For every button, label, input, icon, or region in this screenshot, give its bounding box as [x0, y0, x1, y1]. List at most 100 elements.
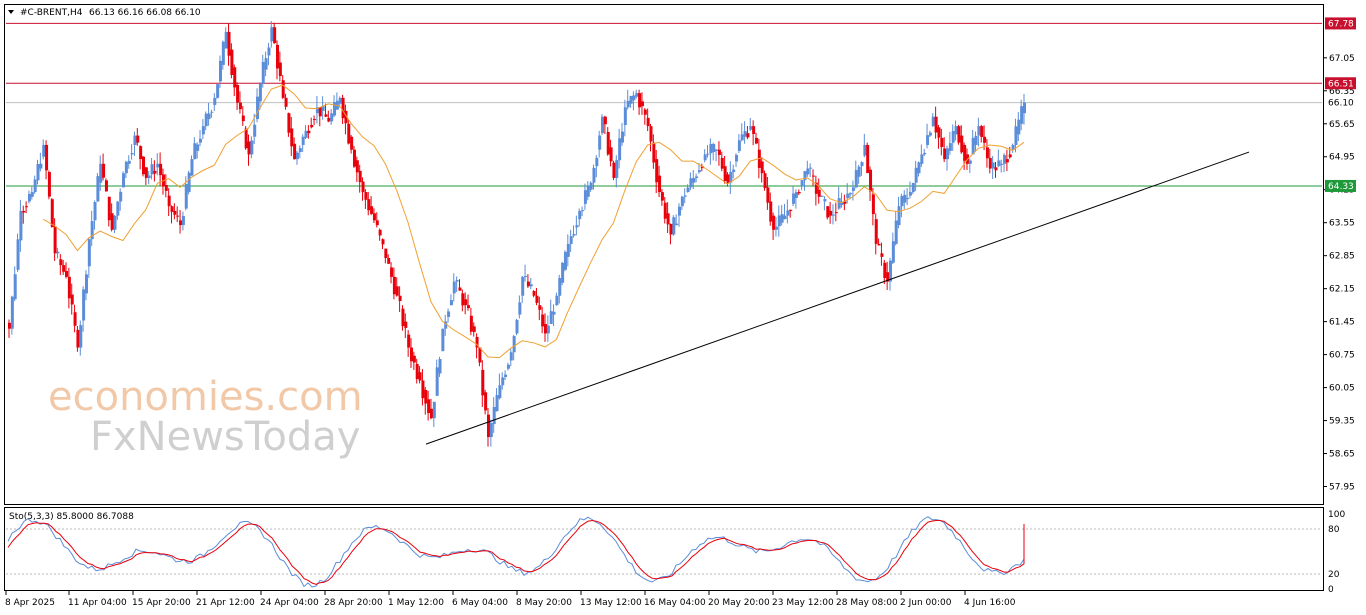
bull-candle: [794, 192, 798, 198]
bull-candle: [569, 236, 573, 244]
bear-candle: [241, 115, 245, 122]
triangle-down-icon[interactable]: [8, 10, 14, 14]
bull-candle: [803, 171, 807, 181]
bull-candle: [1014, 126, 1018, 145]
bull-candle: [56, 251, 60, 254]
bear-candle: [47, 172, 51, 197]
bull-candle: [792, 193, 796, 204]
bull-candle: [946, 148, 950, 160]
trendline-group[interactable]: [425, 151, 1250, 445]
bear-candle: [880, 253, 884, 257]
bull-candle: [914, 167, 918, 183]
bear-candle: [766, 187, 770, 203]
bull-candle: [926, 135, 930, 145]
bull-candle: [515, 319, 519, 334]
time-tick-label: 13 May 12:00: [580, 598, 642, 608]
bear-candle: [666, 213, 670, 225]
bear-candle: [720, 157, 724, 169]
bull-candle: [298, 148, 302, 153]
bull-candle: [900, 195, 904, 207]
bear-candle: [173, 210, 177, 215]
bear-candle: [290, 128, 294, 147]
bull-candle: [806, 168, 810, 175]
bull-candle: [122, 173, 126, 188]
bear-candle: [643, 109, 647, 115]
bull-candle: [689, 178, 693, 188]
bull-candle: [903, 194, 907, 203]
bull-candle: [258, 83, 262, 102]
bear-candle: [535, 295, 539, 303]
current-price-tag: [1325, 96, 1356, 109]
bear-candle: [287, 113, 291, 133]
bear-candle: [649, 126, 653, 142]
bull-candle: [563, 251, 567, 270]
bear-candle: [8, 322, 11, 329]
bear-candle: [940, 137, 944, 148]
bear-candle: [883, 262, 887, 279]
support-tag-label: 64.33: [1328, 182, 1354, 192]
bear-candle: [983, 136, 987, 143]
bull-candle: [863, 144, 867, 156]
bull-candle: [124, 161, 128, 174]
bull-candle: [36, 164, 40, 181]
bear-candle: [960, 135, 964, 153]
bear-candle: [238, 102, 242, 110]
bear-candle: [327, 117, 331, 122]
bull-candle: [575, 225, 579, 228]
bull-candle: [156, 163, 160, 168]
moving-average-line: [42, 84, 1025, 359]
bear-candle: [247, 141, 251, 155]
horizontal-levels[interactable]: [6, 22, 1322, 187]
bull-candle: [447, 311, 451, 317]
bear-candle: [461, 293, 465, 306]
bear-candle: [812, 175, 816, 177]
bull-candle: [199, 138, 203, 143]
ascending-trendline: [425, 151, 1250, 445]
bear-candle: [310, 124, 314, 128]
bull-candle: [193, 143, 197, 160]
bear-candle: [526, 281, 530, 287]
bear-candle: [50, 199, 54, 228]
bear-candle: [273, 27, 277, 44]
bear-candle: [746, 133, 750, 138]
bull-candle: [90, 221, 94, 240]
stochastic-signal-line: [7, 519, 1025, 585]
bear-candle: [1008, 154, 1012, 158]
bear-candle: [1005, 159, 1009, 163]
bull-candle: [598, 135, 602, 150]
bear-candle: [404, 321, 408, 328]
bear-candle: [937, 127, 941, 138]
ohlc-label: 66.13 66.16 66.08 66.10: [89, 8, 201, 18]
bull-candle: [435, 367, 439, 396]
bear-candle: [957, 126, 961, 143]
bear-candle: [532, 291, 536, 296]
bear-candle: [412, 355, 416, 363]
bear-candle: [144, 167, 148, 178]
bull-candle: [498, 385, 502, 399]
time-tick-label: 23 May 12:00: [772, 598, 834, 608]
bull-candle: [974, 135, 978, 145]
bull-candle: [749, 126, 753, 130]
bear-candle: [544, 323, 548, 334]
bull-candle: [87, 239, 91, 267]
bear-candle: [395, 286, 399, 296]
bull-candle: [1020, 106, 1024, 124]
bear-candle: [772, 215, 776, 230]
bull-candle: [150, 164, 154, 175]
bull-candle: [79, 325, 83, 348]
resistance-high-tag-label: 67.78: [1328, 19, 1354, 29]
bear-candle: [53, 226, 57, 254]
bull-candle: [854, 170, 858, 188]
bear-candle: [278, 62, 282, 77]
bear-candle: [375, 220, 379, 226]
price-tick-label: 62.15: [1329, 285, 1355, 295]
bear-candle: [469, 315, 473, 332]
current-price-tag-label: 66.10: [1328, 99, 1354, 109]
bear-candle: [603, 116, 607, 125]
bear-candle: [233, 67, 237, 88]
bull-candle: [30, 192, 34, 197]
bull-candle: [578, 210, 582, 220]
bull-candle: [894, 220, 898, 244]
price-tick-label: 62.85: [1329, 252, 1355, 262]
